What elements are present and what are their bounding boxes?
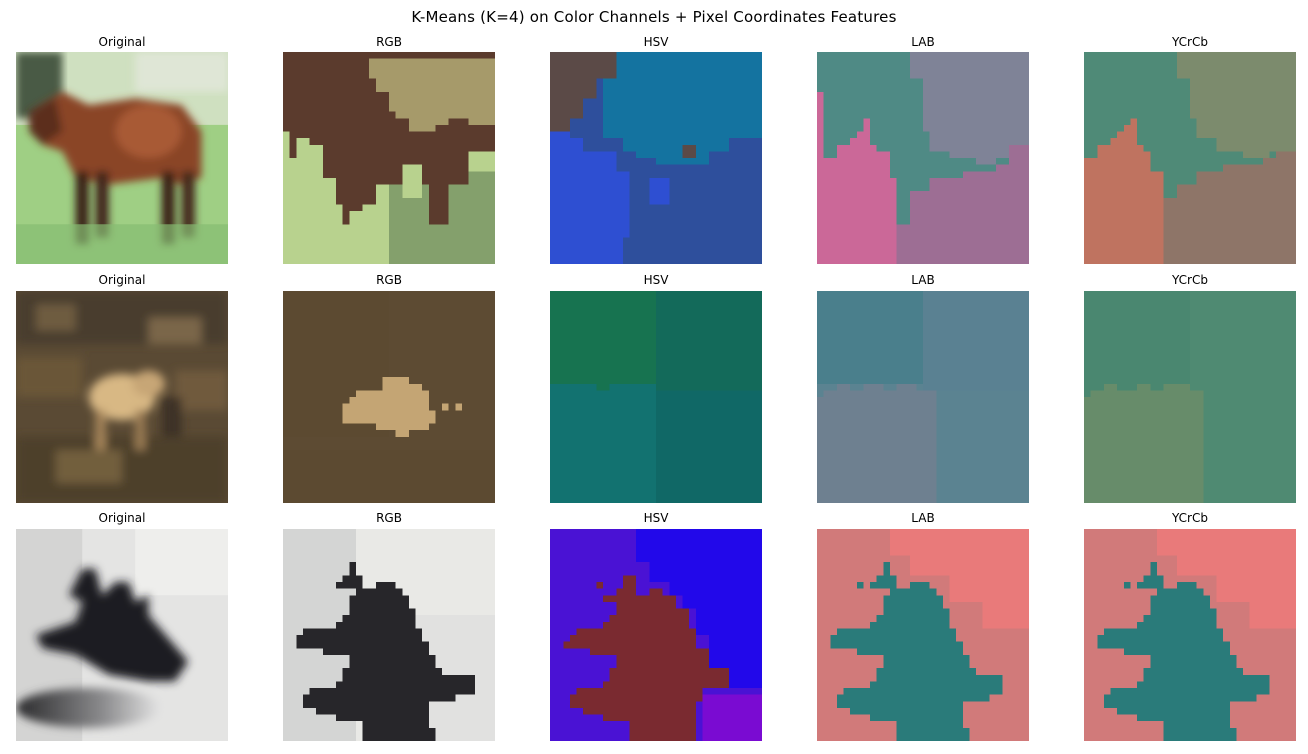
panel-title-rgb-row1: RGB [376,35,402,49]
original-image-dark-object [16,529,228,741]
segmentation-ycrcb-horse [1084,52,1296,264]
panel-title-ycrcb-row1: YCrCb [1172,35,1208,49]
segmentation-rgb-deer [283,291,495,503]
panel-title-lab-row3: LAB [911,511,935,525]
panel-title-rgb-row2: RGB [376,273,402,287]
figure-title: K-Means (K=4) on Color Channels + Pixel … [411,8,897,26]
panel-title-original-row2: Original [98,273,146,287]
segmentation-rgb-horse [283,52,495,264]
segmentation-hsv-deer [550,291,762,503]
segmentation-lab-deer [817,291,1029,503]
segmentation-rgb-dark-object [283,529,495,741]
segmentation-lab-dark-object [817,529,1029,741]
segmentation-ycrcb-dark-object [1084,529,1296,741]
panel-title-rgb-row3: RGB [376,511,402,525]
segmentation-hsv-horse [550,52,762,264]
panel-title-hsv-row1: HSV [643,35,669,49]
segmentation-lab-horse [817,52,1029,264]
panel-title-original-row1: Original [98,35,146,49]
panel-title-hsv-row2: HSV [643,273,669,287]
panel-title-ycrcb-row3: YCrCb [1172,511,1208,525]
panel-title-hsv-row3: HSV [643,511,669,525]
segmentation-hsv-dark-object [550,529,762,741]
original-image-deer [16,291,228,503]
panel-title-original-row3: Original [98,511,146,525]
panel-title-lab-row1: LAB [911,35,935,49]
original-image-horse [16,52,228,264]
panel-title-lab-row2: LAB [911,273,935,287]
segmentation-ycrcb-deer [1084,291,1296,503]
panel-title-ycrcb-row2: YCrCb [1172,273,1208,287]
